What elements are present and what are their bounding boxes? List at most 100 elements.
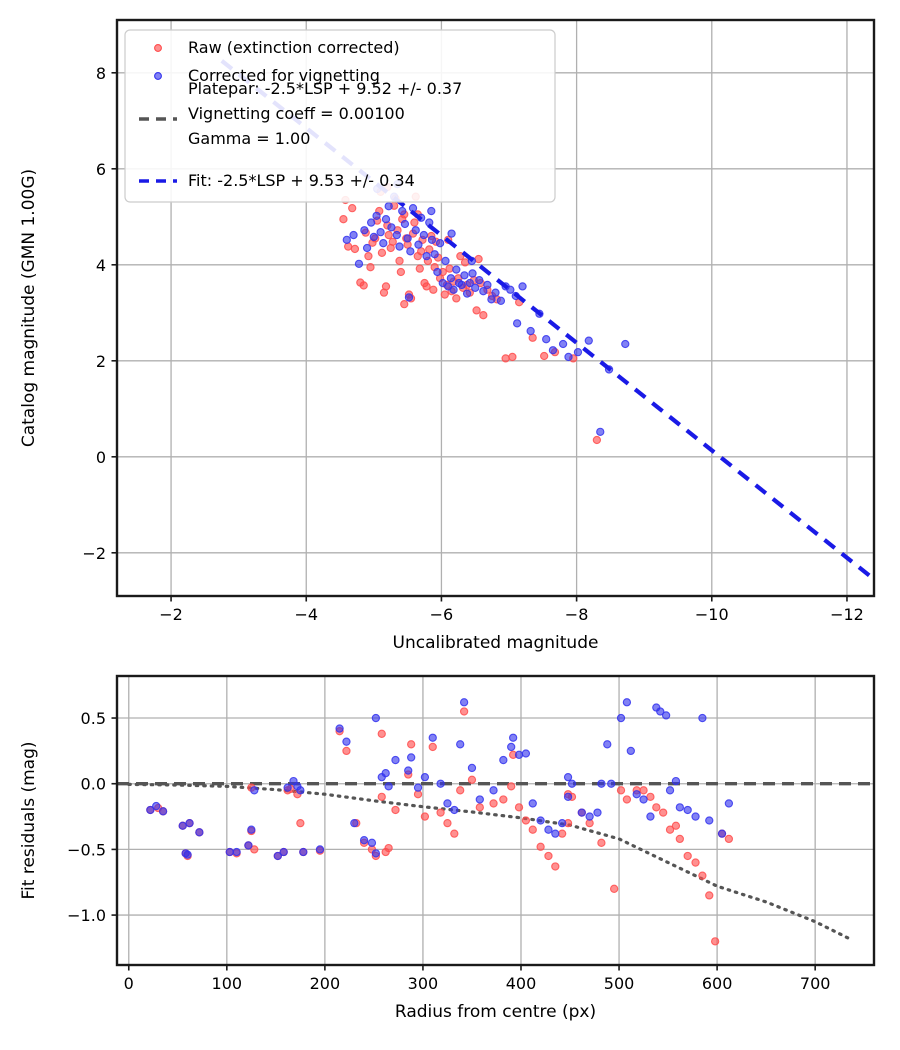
- data-point: [406, 247, 415, 256]
- data-point: [691, 858, 700, 867]
- data-point: [403, 234, 412, 243]
- legend-entry-fit[interactable]: Fit: -2.5*LSP + 9.53 +/- 0.34: [139, 171, 415, 190]
- legend-label-fit: Fit: -2.5*LSP + 9.53 +/- 0.34: [188, 171, 415, 190]
- data-point: [369, 232, 378, 242]
- residuals-plot: 0 100 200 300 400 500 600 700 0.5 0.0 −0.5 −1.0 Radi…: [19, 674, 876, 1022]
- data-point: [391, 755, 400, 765]
- data-point: [652, 803, 661, 812]
- data-point: [563, 773, 573, 782]
- data-point: [450, 805, 459, 815]
- ytick-label-0: 0.5: [81, 709, 106, 728]
- data-point: [558, 339, 568, 349]
- data-point: [457, 280, 466, 290]
- axes-frame: [115, 674, 876, 967]
- data-point: [577, 808, 586, 817]
- data-point: [548, 346, 558, 355]
- y-axis-label: Fit residuals (mag): [19, 742, 39, 900]
- data-point: [410, 218, 419, 227]
- data-point: [646, 812, 655, 821]
- data-point: [395, 242, 404, 251]
- data-point: [616, 786, 626, 795]
- legend-entry-corrected[interactable]: Corrected for vignetting: [154, 66, 380, 85]
- data-point: [379, 239, 388, 248]
- data-point: [551, 829, 560, 838]
- data-point: [376, 228, 385, 237]
- data-point: [407, 740, 416, 749]
- data-point: [459, 707, 469, 716]
- data-point: [400, 300, 409, 309]
- data-point: [526, 326, 535, 336]
- data-point: [387, 223, 396, 232]
- data-point: [717, 829, 727, 838]
- data-point: [371, 713, 381, 723]
- ytick-label-1: 0.0: [81, 775, 106, 794]
- data-point: [279, 847, 288, 857]
- data-point: [584, 336, 593, 345]
- data-point: [626, 746, 635, 756]
- data-point: [420, 773, 430, 782]
- data-point: [597, 779, 606, 788]
- data-point: [354, 259, 364, 268]
- data-point: [639, 795, 648, 804]
- data-point: [724, 834, 734, 844]
- data-point: [232, 847, 241, 857]
- data-point: [296, 818, 305, 828]
- data-point: [596, 427, 605, 436]
- data-point: [446, 274, 456, 283]
- data-point: [671, 821, 681, 830]
- data-point: [607, 779, 616, 788]
- data-point: [381, 769, 390, 778]
- data-point: [348, 204, 357, 213]
- data-point: [483, 280, 492, 290]
- data-point: [371, 849, 381, 858]
- data-point: [518, 282, 527, 291]
- data-point: [146, 805, 155, 815]
- data-point: [467, 775, 477, 784]
- xtick-label-3: −8: [565, 605, 589, 624]
- legend-entry-platepar[interactable]: Platepar: -2.5*LSP + 9.52 +/- 0.37 Vignet…: [139, 79, 462, 148]
- data-point: [501, 354, 510, 363]
- data-point: [507, 742, 516, 752]
- data-point: [359, 836, 369, 845]
- data-point: [711, 937, 720, 946]
- data-point: [462, 289, 472, 298]
- xtick-label-6: 600: [702, 974, 733, 993]
- legend-entry-raw[interactable]: Raw (extinction corrected): [154, 38, 400, 57]
- ytick-label-0: −2: [82, 544, 106, 563]
- data-point: [593, 808, 602, 817]
- data-point: [349, 230, 358, 240]
- data-point: [350, 818, 359, 828]
- data-point: [250, 786, 259, 795]
- ytick-label-3: −1.0: [67, 906, 106, 925]
- data-point: [366, 218, 376, 227]
- data-point: [479, 311, 488, 320]
- data-point: [563, 792, 573, 801]
- data-point: [178, 821, 187, 830]
- legend-label-platepar-line0: Platepar: -2.5*LSP + 9.52 +/- 0.37: [188, 79, 462, 98]
- data-point: [415, 264, 424, 273]
- data-point: [384, 782, 393, 791]
- data-point: [610, 884, 619, 893]
- data-point: [705, 891, 714, 900]
- data-point: [459, 698, 469, 707]
- data-point: [698, 713, 707, 723]
- data-point: [283, 783, 292, 792]
- data-point: [551, 862, 560, 871]
- data-point: [536, 816, 545, 825]
- data-point: [456, 740, 465, 749]
- data-point: [247, 825, 256, 834]
- ytick-label-3: 4: [96, 256, 106, 275]
- data-point: [683, 851, 692, 861]
- data-point: [558, 829, 567, 838]
- data-point: [487, 295, 496, 304]
- data-point: [419, 230, 429, 240]
- data-point: [474, 254, 483, 264]
- data-point: [558, 818, 567, 828]
- legend-marker-circle: [154, 44, 162, 52]
- data-point: [450, 829, 459, 838]
- data-point: [384, 843, 393, 853]
- data-point: [698, 871, 707, 880]
- data-point: [489, 786, 498, 795]
- data-point: [296, 786, 305, 795]
- data-point: [544, 851, 553, 861]
